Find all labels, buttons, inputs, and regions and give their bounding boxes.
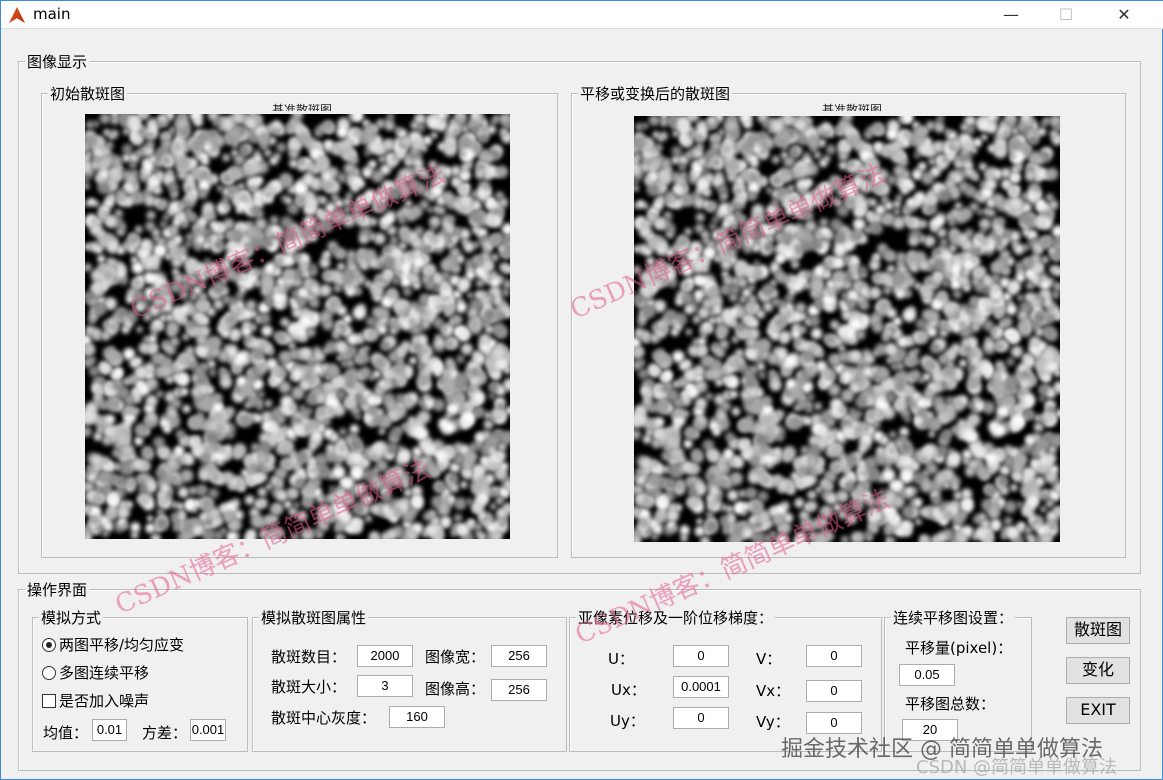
initial-speckle-panel: 初始散斑图 基准散斑图 — [41, 83, 558, 558]
maximize-button[interactable]: ☐ — [1058, 5, 1074, 24]
height-input[interactable]: 256 — [491, 679, 547, 701]
watermark: CSDN @简简单单做算法 — [916, 757, 1118, 778]
image-display-panel: 图像显示 初始散斑图 基准散斑图 平移或变换后的散斑图 基准散斑图 — [18, 51, 1141, 574]
uy-label: Uy： — [610, 712, 645, 730]
v-input[interactable]: 0 — [806, 645, 862, 667]
watermark: 掘金技术社区 @ 简简单单做算法 — [781, 737, 1103, 762]
vx-input[interactable]: 0 — [806, 680, 862, 702]
minimize-button[interactable]: — — [1003, 5, 1019, 24]
panel-title: 连续平移图设置： — [891, 607, 1016, 628]
operations-panel: 操作界面 模拟方式 两图平移/均匀应变 多图连续平移 是否加入噪声 均值： 0.… — [18, 579, 1141, 771]
u-input[interactable]: 0 — [673, 645, 729, 667]
axes-title: 基准散斑图 — [271, 103, 332, 111]
title-bar: main — ☐ ✕ — [1, 1, 1163, 29]
transformed-speckle-panel: 平移或变换后的散斑图 基准散斑图 — [571, 83, 1126, 558]
radio-selected-icon — [42, 638, 56, 652]
mean-input[interactable]: 0.01 — [92, 719, 127, 741]
panel-title: 模拟方式 — [39, 607, 104, 628]
ux-label: Ux： — [611, 681, 646, 699]
axes-title: 基准散斑图 — [821, 103, 882, 111]
panel-title: 模拟散斑图属性 — [259, 607, 369, 628]
initial-speckle-image — [85, 114, 510, 539]
v-label: V： — [756, 650, 782, 668]
uy-input[interactable]: 0 — [673, 707, 729, 729]
vx-label: Vx： — [756, 682, 791, 700]
window-title: main — [33, 5, 71, 23]
height-label: 图像高： — [425, 680, 486, 698]
shift-input[interactable]: 0.05 — [899, 664, 955, 686]
simulation-mode-panel: 模拟方式 两图平移/均匀应变 多图连续平移 是否加入噪声 均值： 0.01 方差… — [32, 607, 248, 752]
vy-label: Vy： — [756, 713, 790, 731]
sequence-settings-panel: 连续平移图设置： 平移量(pixel)： 0.05 平移图总数： 20 — [884, 607, 1032, 752]
size-input[interactable]: 3 — [357, 675, 413, 697]
radio-unselected-icon — [42, 666, 56, 680]
panel-title: 平移或变换后的散斑图 — [578, 83, 733, 104]
width-label: 图像宽： — [425, 648, 486, 666]
speckle-button[interactable]: 散斑图 — [1066, 617, 1130, 644]
panel-title: 操作界面 — [25, 579, 90, 600]
panel-title: 亚像素位移及一阶位移梯度： — [576, 607, 776, 628]
width-input[interactable]: 256 — [491, 645, 547, 667]
checkbox-icon — [42, 694, 56, 708]
radio-label: 多图连续平移 — [59, 664, 150, 682]
gray-input[interactable]: 160 — [389, 706, 445, 728]
radio-two-image-shift[interactable]: 两图平移/均匀应变 — [42, 634, 184, 655]
mean-label: 均值： — [43, 724, 89, 742]
exit-button[interactable]: EXIT — [1066, 697, 1130, 724]
close-button[interactable]: ✕ — [1117, 5, 1131, 24]
matlab-logo-icon — [9, 7, 25, 23]
vy-input[interactable]: 0 — [806, 712, 862, 734]
radio-label: 两图平移/均匀应变 — [59, 636, 185, 654]
ux-input[interactable]: 0.0001 — [673, 676, 729, 698]
shift-label: 平移量(pixel)： — [905, 639, 1013, 657]
transformed-speckle-image — [634, 116, 1060, 542]
total-label: 平移图总数： — [905, 695, 996, 713]
checkbox-label: 是否加入噪声 — [59, 692, 150, 710]
variance-input[interactable]: 0.001 — [190, 719, 226, 741]
total-input[interactable]: 20 — [902, 719, 958, 741]
transform-button[interactable]: 变化 — [1066, 657, 1130, 684]
variance-label: 方差： — [142, 724, 188, 742]
panel-title: 初始散斑图 — [48, 83, 128, 104]
noise-checkbox[interactable]: 是否加入噪声 — [42, 690, 149, 711]
panel-title: 图像显示 — [25, 51, 90, 72]
speckle-properties-panel: 模拟散斑图属性 散斑数目： 2000 图像宽： 256 散斑大小： 3 图像高：… — [252, 607, 567, 752]
count-input[interactable]: 2000 — [357, 645, 413, 667]
count-label: 散斑数目： — [271, 648, 347, 666]
radio-multi-image-shift[interactable]: 多图连续平移 — [42, 662, 149, 683]
u-label: U： — [608, 650, 634, 668]
gray-label: 散斑中心灰度： — [271, 709, 377, 727]
size-label: 散斑大小： — [271, 678, 347, 696]
displacement-panel: 亚像素位移及一阶位移梯度： U： 0 V： 0 Ux： 0.0001 Vx： 0… — [569, 607, 882, 752]
